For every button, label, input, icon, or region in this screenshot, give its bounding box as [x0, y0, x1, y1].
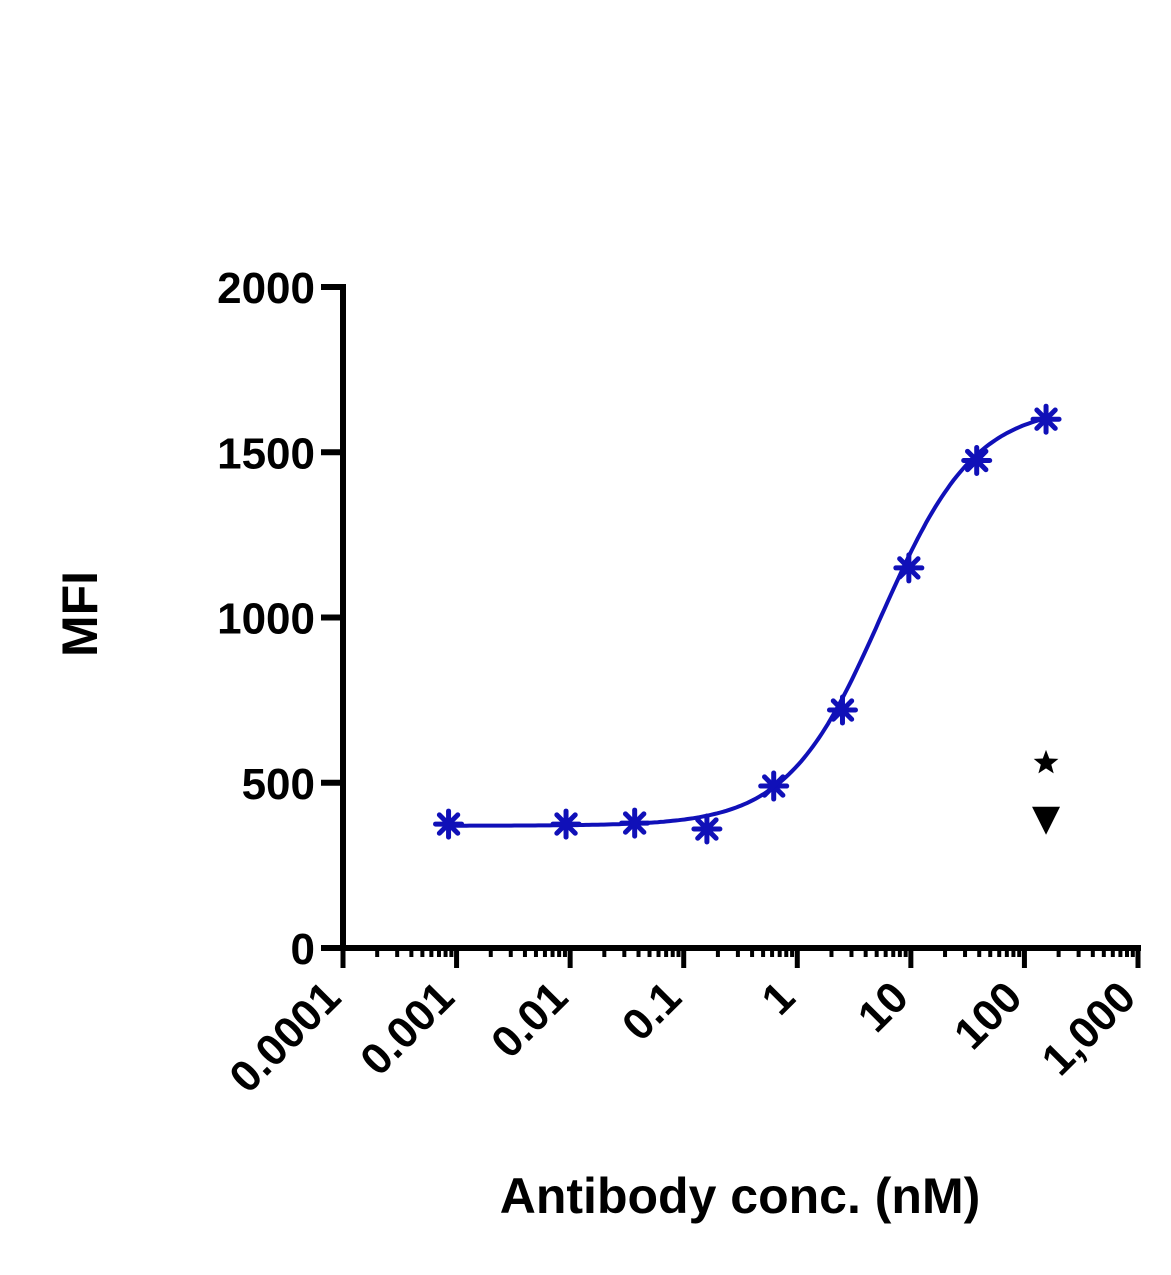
- x-tick-label: 0.0001: [220, 972, 350, 1102]
- y-axis: 0 500 1000 1500 2000: [217, 264, 346, 974]
- x-tick-label: 10: [849, 972, 918, 1041]
- data-points-layer: [433, 403, 1062, 845]
- y-tick-label: 1000: [217, 595, 315, 644]
- triangle-point: [1032, 806, 1061, 835]
- x-tick-label: 1: [752, 972, 804, 1024]
- x-axis-title: Antibody conc. (nM): [500, 1168, 981, 1224]
- asterisk-point: [691, 813, 723, 845]
- asterisk-point: [550, 808, 582, 840]
- fit-curve-layer: [448, 416, 1047, 828]
- x-tick-label: 100: [945, 972, 1032, 1059]
- x-tick-label: 1,000: [1033, 972, 1146, 1085]
- star-point: [1033, 749, 1059, 774]
- y-tick-label: 0: [291, 925, 315, 974]
- asterisk-point: [826, 694, 858, 726]
- x-tick-label: 0.001: [351, 972, 464, 1085]
- asterisk-point: [893, 552, 925, 584]
- y-tick-label: 500: [242, 760, 315, 809]
- asterisk-point: [961, 445, 993, 477]
- asterisk-point: [619, 807, 651, 839]
- y-tick-label: 2000: [217, 264, 315, 313]
- asterisk-point: [1030, 403, 1062, 435]
- x-tick-label: 0.1: [613, 972, 691, 1050]
- asterisk-point: [433, 808, 465, 840]
- x-axis: 0.0001 0.001 0.01 0.1 1 10 100 1,000: [220, 945, 1146, 1102]
- y-axis-title: MFI: [52, 571, 108, 657]
- fit-curve: [448, 416, 1047, 828]
- x-tick-label: 0.01: [482, 972, 577, 1067]
- asterisk-point: [758, 770, 790, 802]
- y-tick-label: 1500: [217, 429, 315, 478]
